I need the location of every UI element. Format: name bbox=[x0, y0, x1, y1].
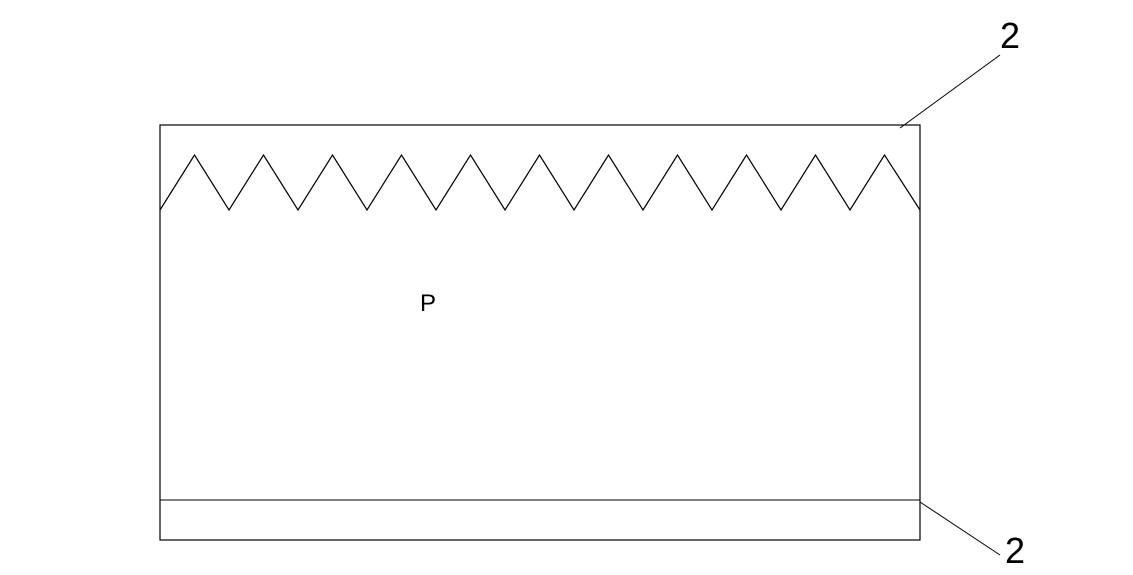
region-label: P bbox=[420, 290, 436, 318]
callout-top-label: 2 bbox=[1000, 15, 1020, 57]
zigzag-texture bbox=[160, 155, 920, 210]
outer-boundary bbox=[160, 125, 920, 540]
diagram-container: 2 2 P bbox=[0, 0, 1133, 575]
callout-bottom-label: 2 bbox=[1005, 530, 1025, 572]
diagram-svg bbox=[0, 0, 1133, 575]
leader-bottom bbox=[920, 502, 1000, 555]
leader-top bbox=[900, 55, 1000, 128]
